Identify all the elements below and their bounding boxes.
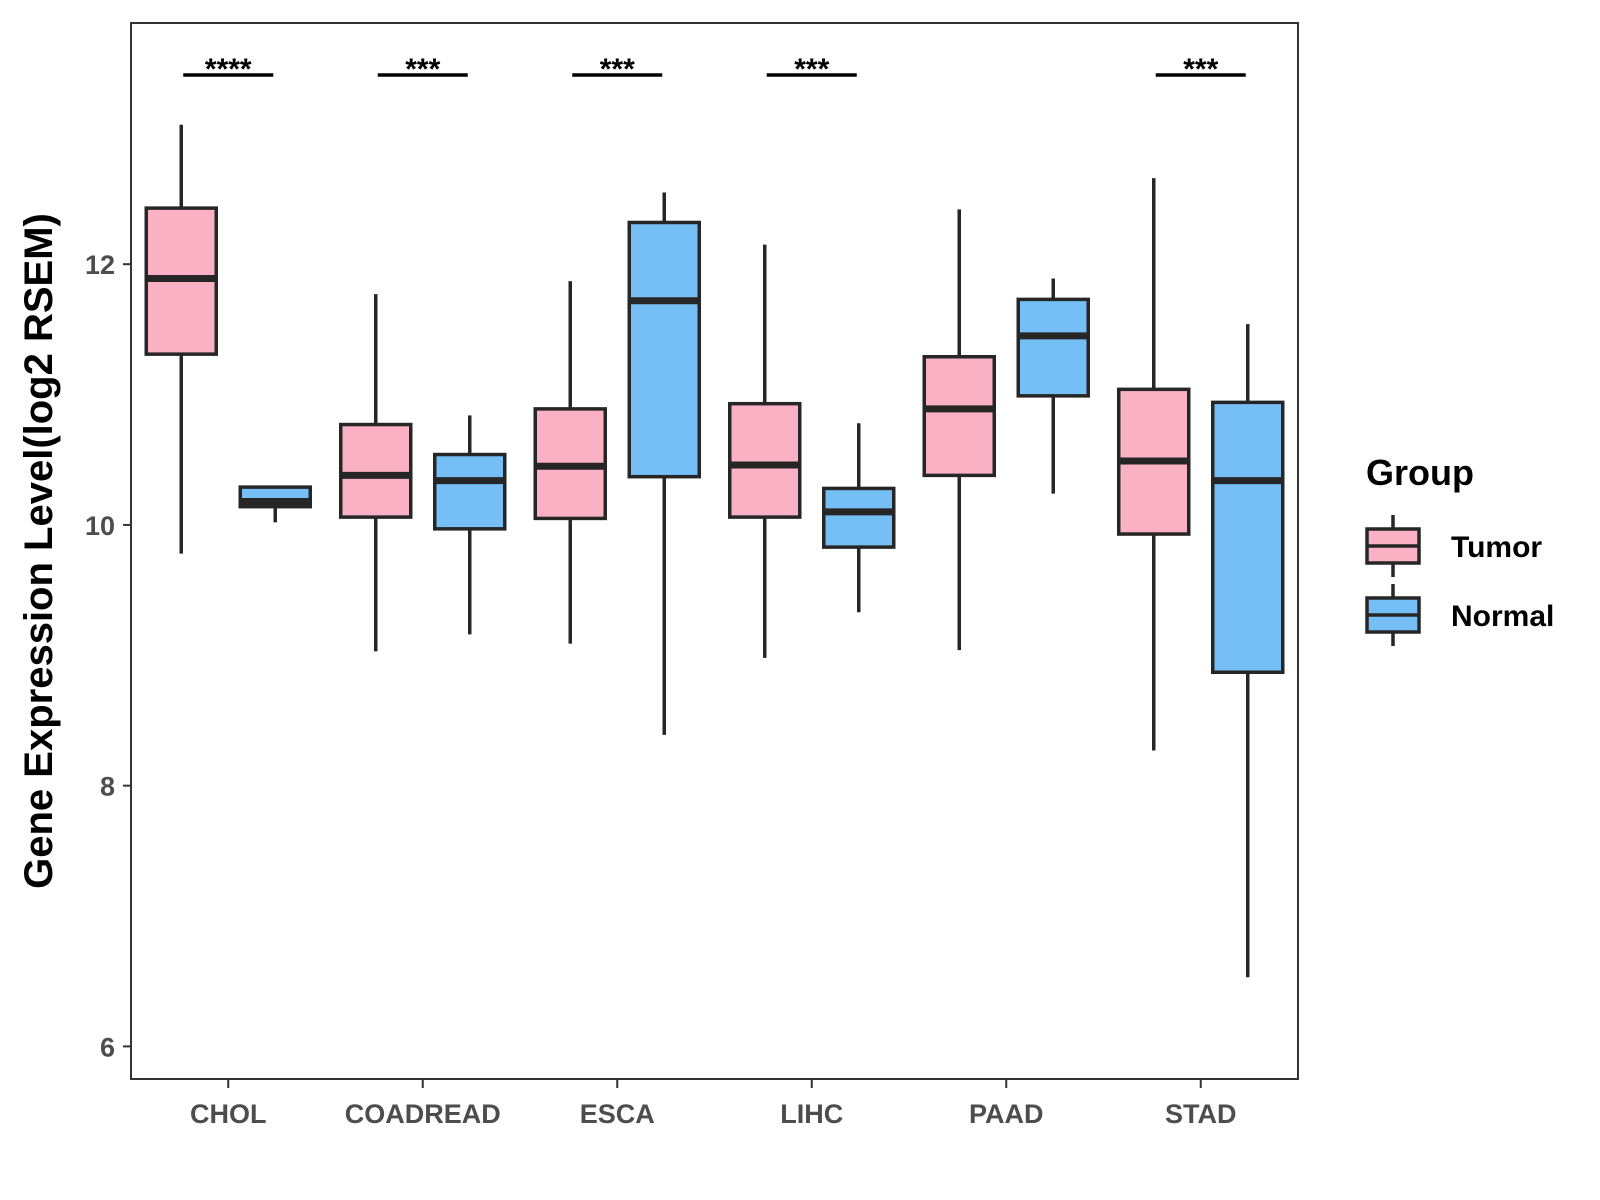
y-tick-label: 8 — [100, 772, 115, 802]
x-tick-label: STAD — [1165, 1099, 1237, 1129]
box-body — [922, 354, 996, 478]
legend: Group Tumor Normal — [1365, 452, 1554, 646]
significance-label-esca: *** — [600, 53, 635, 86]
box-lihc-tumor — [728, 244, 802, 658]
axes: 6 8 10 12 CHOL COADREAD ESCA LIHC PAAD STAD — [85, 250, 1237, 1129]
x-tick-label: COADREAD — [345, 1099, 501, 1129]
legend-item-tumor: Tumor — [1365, 515, 1542, 577]
y-tick-label: 10 — [85, 511, 115, 541]
box-chol-tumor — [144, 124, 218, 554]
significance-label-stad: *** — [1183, 53, 1218, 86]
box-body — [1016, 297, 1090, 398]
y-tick-label: 12 — [85, 250, 115, 280]
significance-label-lihc: *** — [794, 53, 829, 86]
box-lihc-normal — [822, 423, 896, 613]
box-body — [339, 422, 413, 519]
significance-label-coadread: *** — [405, 53, 440, 86]
y-tick-label: 6 — [100, 1032, 115, 1062]
y-axis-title: Gene Expression Level(log2 RSEM) — [17, 213, 61, 889]
x-tick-label: PAAD — [969, 1099, 1044, 1129]
x-tick-label: LIHC — [780, 1099, 843, 1129]
box-stad-normal — [1211, 324, 1285, 978]
x-tick-label: CHOL — [190, 1099, 267, 1129]
box-esca-normal — [627, 192, 701, 735]
box-esca-tumor — [533, 281, 607, 644]
box-paad-tumor — [922, 209, 996, 651]
legend-label-tumor: Tumor — [1451, 531, 1542, 564]
box-coadread-tumor — [339, 294, 413, 652]
box-body — [627, 220, 701, 479]
box-paad-normal — [1016, 278, 1090, 494]
legend-item-normal: Normal — [1365, 584, 1554, 646]
plot-area: **** *** *** *** *** — [144, 53, 1285, 978]
box-body — [1211, 400, 1285, 674]
box-body — [822, 486, 896, 549]
box-coadread-normal — [433, 415, 507, 635]
box-chol-normal — [238, 485, 312, 523]
legend-label-normal: Normal — [1451, 600, 1554, 633]
legend-title: Group — [1366, 452, 1474, 493]
significance-label-chol: **** — [205, 53, 252, 86]
plot-panel-border — [130, 22, 1299, 1080]
box-body — [728, 401, 802, 519]
box-stad-tumor — [1117, 178, 1191, 751]
box-body — [433, 452, 507, 531]
x-tick-label: ESCA — [580, 1099, 655, 1129]
